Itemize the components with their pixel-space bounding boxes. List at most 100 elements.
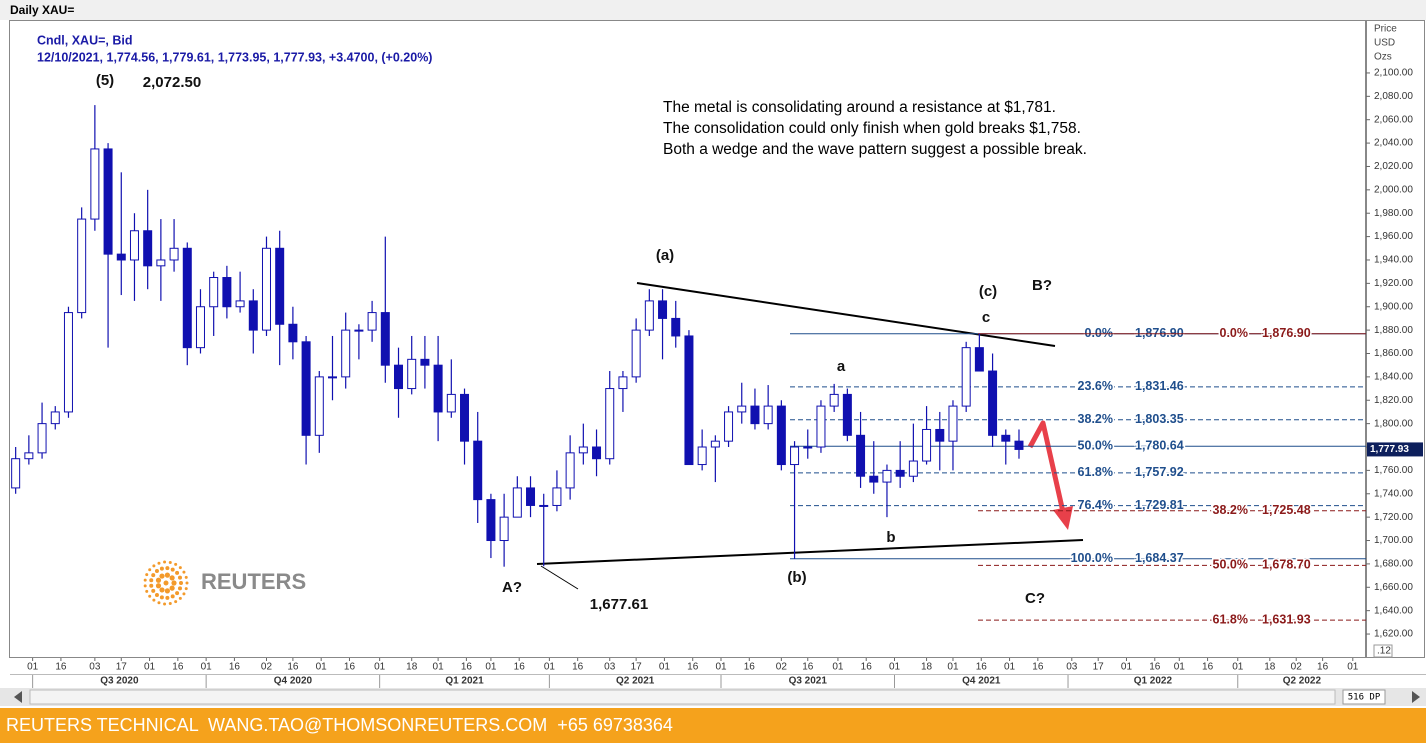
zoom-box[interactable] xyxy=(1342,689,1386,705)
x-tick-label: 17 xyxy=(631,662,643,673)
candle-body xyxy=(354,329,364,332)
x-tick-label: 16 xyxy=(976,662,988,673)
x-tick-label: 16 xyxy=(1149,662,1161,673)
candle-body xyxy=(618,376,628,390)
candle-body xyxy=(710,440,720,448)
logo-box xyxy=(140,548,306,612)
candle-body xyxy=(169,247,179,261)
candle-body xyxy=(829,393,839,407)
candle-body xyxy=(974,347,984,372)
x-tick-label: 16 xyxy=(1032,662,1044,673)
logo-dot xyxy=(165,566,170,571)
wave-label: C? xyxy=(1025,590,1045,607)
wave-label: (c) xyxy=(979,283,997,300)
y-tick-label: 1,920.00 xyxy=(1374,278,1413,289)
candle-body xyxy=(856,434,866,477)
x-tick-label: 18 xyxy=(1264,662,1276,673)
fib-ratio: 61.8% xyxy=(1213,612,1248,626)
x-tick-label: 18 xyxy=(921,662,933,673)
candle-body xyxy=(790,446,800,466)
candle-body xyxy=(182,247,192,349)
candle-body xyxy=(367,312,377,331)
x-tick-label: 02 xyxy=(261,662,273,673)
wave-label: 1,677.61 xyxy=(590,596,648,613)
scroll-thumb[interactable] xyxy=(29,689,1336,705)
logo-dot xyxy=(170,594,175,599)
logo-dot xyxy=(174,600,178,604)
fib-price: 1,631.93 xyxy=(1262,612,1311,626)
logo-dot xyxy=(169,575,175,581)
logo-dot xyxy=(175,591,180,596)
x-tick-label: 01 xyxy=(433,662,445,673)
wave-label: b xyxy=(886,529,895,546)
y-tick-label: 1,900.00 xyxy=(1374,301,1413,312)
y-tick-label: 1,840.00 xyxy=(1374,372,1413,383)
fib-ratio: 0.0% xyxy=(1220,326,1249,340)
candle-body xyxy=(842,393,852,436)
candle-body xyxy=(473,440,483,501)
fib-price: 1,684.37 xyxy=(1135,551,1184,565)
y-tick-label: 2,020.00 xyxy=(1374,161,1413,172)
candle-body xyxy=(433,364,443,413)
y-tick-label: 1,940.00 xyxy=(1374,255,1413,266)
quarter-label: Q1 2022 xyxy=(1134,676,1173,687)
y-tick-label: 1,700.00 xyxy=(1374,535,1413,546)
scroll-right[interactable] xyxy=(1412,691,1420,703)
candle-body xyxy=(261,247,271,331)
axis-frame xyxy=(1366,20,1425,658)
chart-title: Daily XAU= xyxy=(10,3,74,17)
candle-body xyxy=(24,452,34,460)
fib-price: 1,831.46 xyxy=(1135,379,1184,393)
candle-body xyxy=(314,376,324,436)
x-tick-label: 16 xyxy=(1202,662,1214,673)
x-tick-label: 01 xyxy=(1232,662,1244,673)
fib-ratio: 38.2% xyxy=(1078,412,1113,426)
x-tick-label: 16 xyxy=(461,662,473,673)
candle-body xyxy=(235,300,245,308)
candle-body xyxy=(922,428,932,462)
x-tick-label: 16 xyxy=(1317,662,1329,673)
quarter-label: Q1 2021 xyxy=(445,676,484,687)
candle-body xyxy=(908,460,918,477)
fib-price: 1,780.64 xyxy=(1135,439,1184,453)
quarter-label: Q2 2021 xyxy=(616,676,655,687)
logo-dot xyxy=(168,602,172,606)
candle-body xyxy=(77,218,87,314)
y-tick-label: 2,080.00 xyxy=(1374,91,1413,102)
chart: Daily XAU= Price USD Ozs .12 Cndl, XAU=,… xyxy=(0,0,1426,708)
subtitle: 12/10/2021, 1,774.56, 1,779.61, 1,773.95… xyxy=(37,50,432,64)
fib-price: 1,876.90 xyxy=(1135,326,1184,340)
note-line: Both a wedge and the wave pattern sugges… xyxy=(663,141,1087,158)
title-bar xyxy=(0,0,1426,20)
candle-body xyxy=(116,253,126,261)
logo-dot xyxy=(185,581,189,585)
y-tick-label: 1,720.00 xyxy=(1374,512,1413,523)
fib-price: 1,757.92 xyxy=(1135,465,1184,479)
logo-dot xyxy=(163,602,167,606)
x-tick-label: 03 xyxy=(1066,662,1078,673)
logo-dot xyxy=(149,578,154,583)
logo-dot xyxy=(155,577,162,583)
logo-dot xyxy=(175,570,180,575)
wave-label: (a) xyxy=(656,247,674,264)
scroll-left[interactable] xyxy=(14,691,22,703)
candle-body xyxy=(882,469,892,483)
candle-body xyxy=(737,405,747,413)
fib-price: 1,725.48 xyxy=(1262,503,1311,517)
logo-text: REUTERS xyxy=(201,569,306,594)
logo-dot xyxy=(151,588,156,593)
logo-dot xyxy=(177,575,182,580)
quarter-label: Q4 2020 xyxy=(274,676,313,687)
last-price-tag xyxy=(1367,442,1423,457)
x-tick-label: 01 xyxy=(715,662,727,673)
y-tick-label: 2,100.00 xyxy=(1374,68,1413,79)
candle-body xyxy=(724,411,734,442)
candle-body xyxy=(446,393,456,413)
candle-body xyxy=(776,405,786,466)
candle-body xyxy=(658,300,668,319)
logo-dot xyxy=(177,586,182,591)
x-tick-label: 16 xyxy=(514,662,526,673)
x-tick-label: 01 xyxy=(947,662,959,673)
wave-label: 2,072.50 xyxy=(143,74,201,91)
x-tick-label: 16 xyxy=(802,662,814,673)
